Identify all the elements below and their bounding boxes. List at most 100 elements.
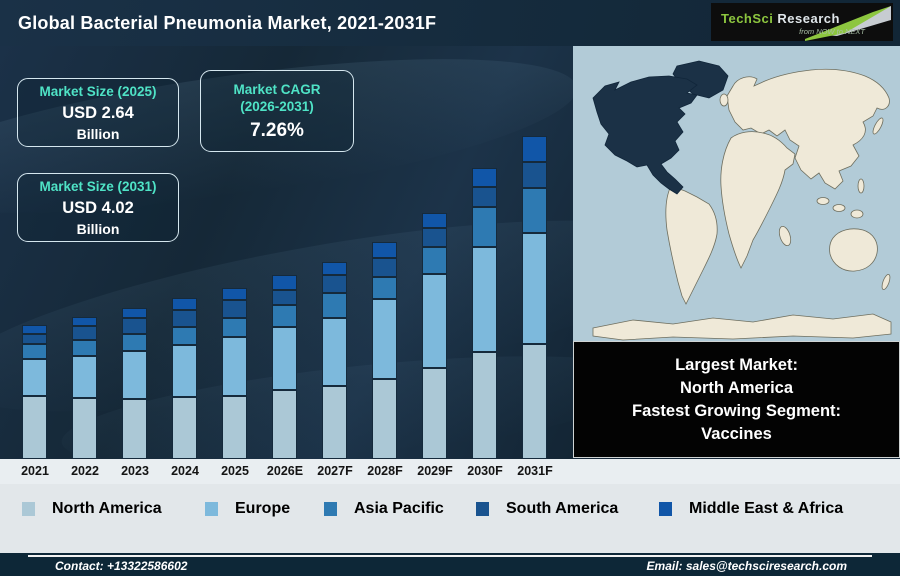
bar-segment	[372, 379, 397, 459]
logo-tagline: from NOW to NEXT	[799, 27, 865, 36]
legend-swatch-icon	[22, 502, 35, 516]
axis-label-2021: 2021	[21, 464, 49, 478]
legend-label: North America	[52, 500, 162, 517]
bar-segment	[372, 277, 397, 299]
bar-2031F	[522, 136, 547, 459]
axis-label-2028F: 2028F	[367, 464, 403, 478]
bar-segment	[372, 242, 397, 258]
bar-segment	[522, 233, 547, 344]
axis-label-2022: 2022	[71, 464, 99, 478]
legend-label: Asia Pacific	[354, 500, 444, 517]
bar-segment	[422, 368, 447, 459]
bar-segment	[322, 318, 347, 386]
axis-label-2030F: 2030F	[467, 464, 503, 478]
x-axis-strip: 2021 2022 2023 2024 2025 2026E 2027F 2028F 2029F…	[0, 459, 900, 484]
bar-segment	[72, 340, 97, 356]
bar-segment	[72, 398, 97, 459]
bar-segment	[472, 352, 497, 459]
callout-line: North America	[679, 378, 794, 397]
stat-unit: Billion	[76, 126, 120, 142]
stat-value: USD 2.64	[62, 104, 134, 122]
legend-label: South America	[506, 500, 619, 517]
continent-south-america	[665, 185, 718, 305]
bar-segment	[222, 396, 247, 459]
bar-segment	[322, 262, 347, 275]
bar-segment	[522, 162, 547, 188]
continent-australia	[829, 228, 878, 272]
bar-segment	[222, 337, 247, 396]
legend-label: Europe	[235, 500, 291, 517]
bar-segment	[22, 325, 47, 334]
header: Global Bacterial Pneumonia Market, 2021-…	[0, 0, 900, 46]
axis-label-2024: 2024	[171, 464, 199, 478]
bar-segment	[122, 334, 147, 351]
stat-box-market-size-2025: Market Size (2025) USD 2.64 Billion	[17, 78, 179, 147]
bar-segment	[172, 345, 197, 397]
island-new-zealand	[881, 274, 891, 290]
axis-label-2029F: 2029F	[417, 464, 453, 478]
bar-segment	[172, 397, 197, 459]
continent-eurasia	[726, 68, 890, 190]
chart-legend: North America Europe Asia Pacific South Ame…	[0, 484, 900, 553]
bar-2030F	[472, 168, 497, 459]
bar-segment	[122, 318, 147, 334]
stat-box-market-size-2031: Market Size (2031) USD 4.02 Billion	[17, 173, 179, 242]
island-indonesia-1	[816, 197, 830, 205]
bar-segment	[372, 299, 397, 379]
bar-segment	[422, 213, 447, 228]
bar-segment	[272, 327, 297, 390]
stat-box-market-cagr: Market CAGR (2026-2031) 7.26%	[200, 70, 354, 152]
bar-segment	[222, 288, 247, 300]
bar-segment	[72, 326, 97, 340]
stat-label: Market Size (2031)	[39, 179, 157, 194]
logo-brand-primary: TechSci	[721, 11, 774, 26]
bar-segment	[522, 136, 547, 162]
footer: Contact: +13322586602 Email: sales@techs…	[0, 553, 900, 576]
bar-segment	[72, 317, 97, 326]
logo-arrow-icon	[805, 6, 891, 41]
bar-segment	[422, 228, 447, 247]
bar-segment	[222, 318, 247, 337]
bar-segment	[172, 327, 197, 345]
axis-label-2027F: 2027F	[317, 464, 353, 478]
world-map-svg	[573, 46, 900, 341]
bar-2026E	[272, 275, 297, 459]
island-indonesia-2	[832, 204, 846, 212]
bar-2021	[22, 325, 47, 459]
legend-label: Middle East & Africa	[689, 500, 844, 517]
bar-segment	[22, 334, 47, 344]
callout-line: Fastest Growing Segment:	[631, 401, 842, 420]
island-madagascar	[778, 225, 792, 247]
legend-swatch-icon	[476, 502, 489, 516]
footer-divider	[28, 555, 872, 557]
bar-segment	[472, 187, 497, 207]
bar-segment	[522, 344, 547, 459]
bar-segment	[472, 168, 497, 187]
footer-contact: Contact: +13322586602	[55, 559, 188, 573]
bar-segment	[22, 396, 47, 459]
bar-segment	[272, 305, 297, 327]
island-philippines	[857, 178, 865, 194]
bar-segment	[272, 275, 297, 290]
bar-2022	[72, 317, 97, 459]
stat-unit: Billion	[76, 221, 120, 237]
bar-segment	[122, 399, 147, 459]
bar-segment	[472, 207, 497, 247]
callout-line: Largest Market:	[675, 355, 798, 374]
bar-segment	[122, 351, 147, 399]
footer-email: Email: sales@techsciresearch.com	[646, 559, 847, 573]
bar-segment	[522, 188, 547, 233]
legend-item: South America	[476, 500, 618, 518]
axis-label-2031F: 2031F	[517, 464, 553, 478]
bar-2025	[222, 288, 247, 459]
bar-segment	[372, 258, 397, 277]
legend-swatch-icon	[205, 502, 218, 516]
stat-label: Market Size (2025)	[39, 84, 157, 99]
stat-value: 7.26%	[250, 119, 304, 141]
logo-brand-secondary: Research	[777, 11, 840, 26]
legend-item: Middle East & Africa	[659, 500, 843, 518]
axis-label-2023: 2023	[121, 464, 149, 478]
bar-segment	[172, 310, 197, 327]
bar-segment	[122, 308, 147, 318]
